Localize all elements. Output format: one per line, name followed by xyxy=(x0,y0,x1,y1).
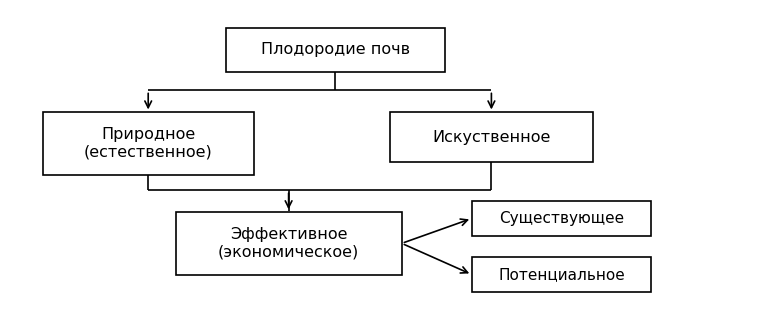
Text: Существующее: Существующее xyxy=(499,211,624,226)
FancyBboxPatch shape xyxy=(226,28,445,72)
Text: Природное
(естественное): Природное (естественное) xyxy=(83,127,213,160)
FancyBboxPatch shape xyxy=(472,201,651,236)
FancyBboxPatch shape xyxy=(472,257,651,292)
Text: Потенциальное: Потенциальное xyxy=(498,267,625,282)
Text: Искуственное: Искуственное xyxy=(432,130,551,145)
Text: Плодородие почв: Плодородие почв xyxy=(261,42,410,57)
FancyBboxPatch shape xyxy=(176,212,402,275)
FancyBboxPatch shape xyxy=(390,112,593,162)
Text: Эффективное
(экономическое): Эффективное (экономическое) xyxy=(218,227,360,260)
FancyBboxPatch shape xyxy=(43,112,254,175)
